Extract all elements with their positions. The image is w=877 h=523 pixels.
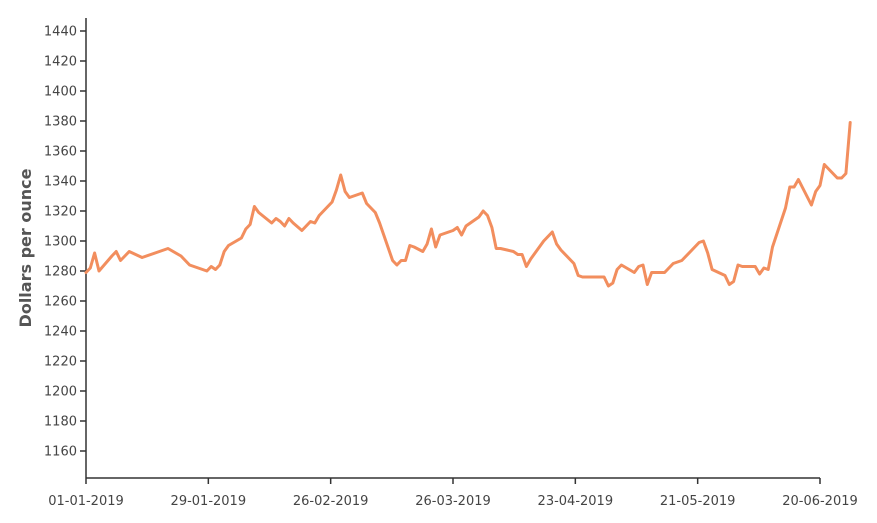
x-tick-label: 20-06-2019 xyxy=(782,494,858,509)
y-tick-label: 1440 xyxy=(44,25,77,40)
x-tick-label: 01-01-2019 xyxy=(48,494,124,509)
y-tick-label: 1160 xyxy=(44,445,77,460)
y-tick-label: 1180 xyxy=(44,415,77,430)
y-axis: 1160 1180 1200 1220 1240 1260 1280 1300 1320 1340… xyxy=(44,18,87,478)
gold-price-series-line xyxy=(84,121,852,288)
y-tick-label: 1400 xyxy=(44,85,77,100)
y-tick-label: 1280 xyxy=(44,265,77,280)
y-tick-label: 1360 xyxy=(44,145,77,160)
y-tick-label: 1340 xyxy=(44,175,77,190)
x-tick-label: 26-03-2019 xyxy=(415,494,491,509)
y-tick-label: 1420 xyxy=(44,55,77,70)
x-tick-label: 23-04-2019 xyxy=(538,494,614,509)
y-tick-label: 1240 xyxy=(44,325,77,340)
y-axis-title: Dollars per ounce xyxy=(16,168,35,327)
y-tick-label: 1200 xyxy=(44,385,77,400)
x-tick-label: 29-01-2019 xyxy=(171,494,247,509)
y-tick-label: 1380 xyxy=(44,115,77,130)
y-tick-label: 1220 xyxy=(44,355,77,370)
x-axis: 01-01-2019 29-01-2019 26-02-2019 26-03-2019… xyxy=(48,477,858,509)
y-tick-label: 1260 xyxy=(44,295,77,310)
y-tick-label: 1320 xyxy=(44,205,77,220)
x-tick-label: 26-02-2019 xyxy=(293,494,369,509)
y-tick-label: 1300 xyxy=(44,235,77,250)
x-tick-label: 21-05-2019 xyxy=(660,494,736,509)
